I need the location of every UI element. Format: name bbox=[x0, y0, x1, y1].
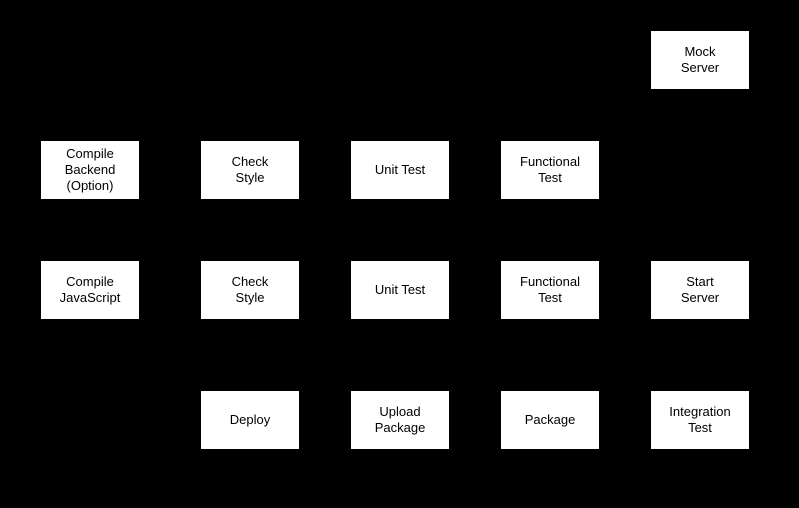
node-cs2: Check Style bbox=[200, 260, 300, 320]
node-package: Package bbox=[500, 390, 600, 450]
node-ft2: Functional Test bbox=[500, 260, 600, 320]
node-upload: Upload Package bbox=[350, 390, 450, 450]
node-cbe: Compile Backend (Option) bbox=[40, 140, 140, 200]
node-ut1: Unit Test bbox=[350, 140, 450, 200]
node-ft1: Functional Test bbox=[500, 140, 600, 200]
node-start: Start Server bbox=[650, 260, 750, 320]
node-mock: Mock Server bbox=[650, 30, 750, 90]
node-deploy: Deploy bbox=[200, 390, 300, 450]
node-cs1: Check Style bbox=[200, 140, 300, 200]
node-ut2: Unit Test bbox=[350, 260, 450, 320]
node-itest: Integration Test bbox=[650, 390, 750, 450]
node-cjs: Compile JavaScript bbox=[40, 260, 140, 320]
